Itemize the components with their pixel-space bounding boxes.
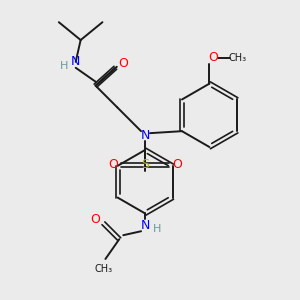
Text: S: S xyxy=(141,158,149,171)
Text: O: O xyxy=(91,213,100,226)
Text: O: O xyxy=(118,57,128,70)
Text: O: O xyxy=(172,158,182,171)
Text: H: H xyxy=(153,224,161,234)
Text: O: O xyxy=(108,158,118,171)
Text: O: O xyxy=(208,51,218,64)
Text: N: N xyxy=(140,129,150,142)
Text: CH₃: CH₃ xyxy=(94,264,112,274)
Text: H: H xyxy=(60,61,68,71)
Text: CH₃: CH₃ xyxy=(228,53,246,63)
Text: N: N xyxy=(71,55,80,68)
Text: N: N xyxy=(140,219,150,232)
